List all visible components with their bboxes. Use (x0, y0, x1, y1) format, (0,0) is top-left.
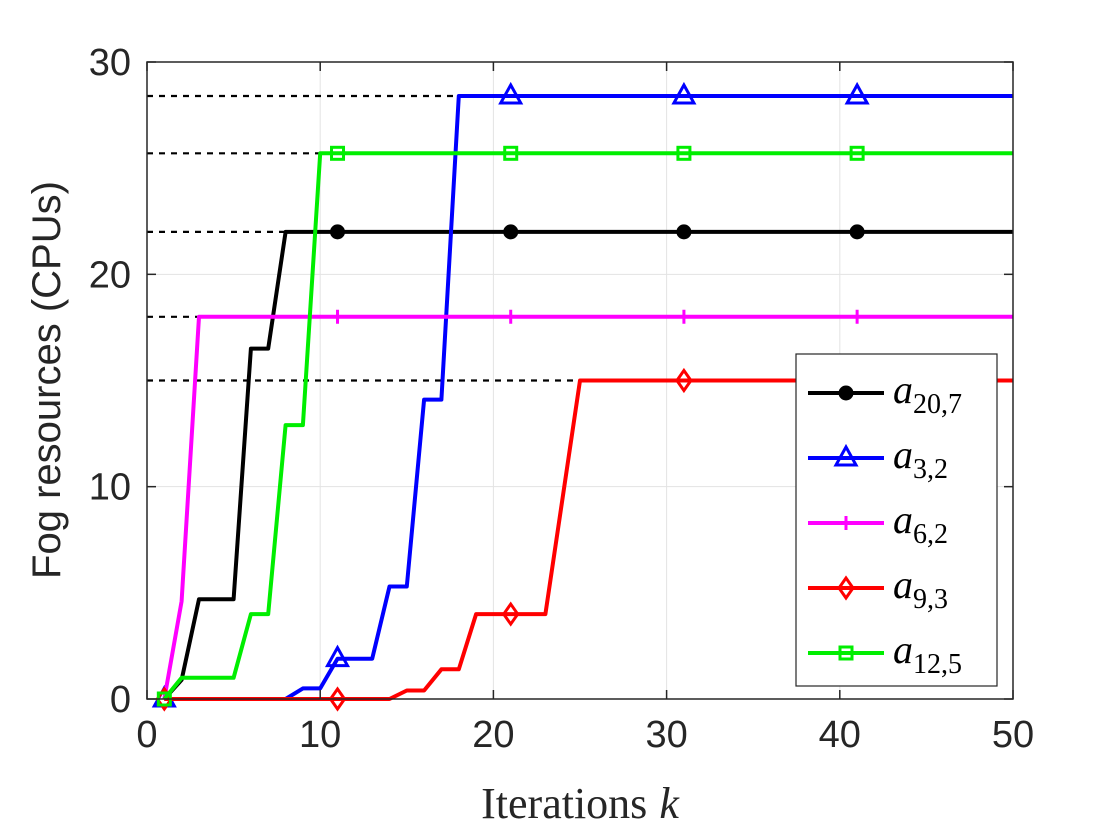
legend-label-variable: a (893, 497, 913, 542)
diamond-marker (675, 367, 693, 394)
circle-marker (676, 224, 692, 240)
circle-marker (330, 224, 346, 240)
diamond-marker (501, 601, 520, 627)
y-tick-label: 20 (89, 254, 131, 296)
plus-marker (850, 309, 865, 324)
series-20-7 (162, 224, 1013, 701)
legend-box (795, 353, 998, 687)
triangle-marker (833, 443, 859, 467)
series-layer (151, 81, 1013, 712)
axis-ticks (146, 61, 1014, 700)
x-tick-label: 50 (992, 714, 1034, 756)
legend-label-subscript: 9,3 (913, 584, 948, 615)
x-axis-label-text: Iterations (481, 779, 647, 828)
series-3-2 (151, 81, 1013, 708)
legend-entry: a20,7 (808, 367, 962, 420)
series-line (162, 151, 1013, 701)
triangle-marker (498, 81, 524, 105)
plus-marker (676, 309, 691, 324)
triangle-marker (324, 644, 351, 668)
diamond-marker (837, 575, 855, 601)
x-tick-label: 30 (645, 714, 687, 756)
plus-marker (839, 516, 853, 530)
circle-marker (838, 385, 854, 401)
circle-marker (503, 224, 519, 240)
legend-label-subscript: 3,2 (913, 454, 948, 485)
x-tick-label: 0 (136, 714, 157, 756)
legend-label: a9,3 (893, 562, 948, 615)
plus-marker (503, 309, 518, 324)
series-12-5 (156, 145, 1013, 707)
legend-label: a20,7 (893, 367, 962, 420)
legend-label-variable: a (893, 367, 913, 412)
square-marker (676, 145, 692, 161)
plot-area-border (146, 61, 1014, 700)
legend-label-variable: a (893, 432, 913, 477)
y-axis-label: Fog resources (CPUs) (25, 181, 69, 579)
series-line (164, 378, 1013, 701)
y-tick-label: 10 (89, 467, 131, 509)
series-6-2 (162, 309, 1013, 700)
square-marker (503, 145, 519, 161)
x-tick-label: 10 (299, 714, 341, 756)
y-tick-label: 0 (110, 679, 131, 721)
x-axis-label-variable: k (659, 779, 680, 828)
square-marker (849, 145, 865, 161)
legend-entry: a6,2 (808, 497, 948, 550)
series-9-3 (155, 367, 1013, 712)
diamond-marker (328, 686, 347, 712)
triangle-marker (671, 81, 697, 105)
x-tick-label: 40 (819, 714, 861, 756)
legend-label: a6,2 (893, 497, 948, 550)
circle-marker (849, 224, 865, 240)
legend-entry: a12,5 (808, 627, 962, 680)
legend-label-variable: a (893, 562, 913, 607)
plus-marker (330, 309, 345, 324)
x-tick-label: 20 (472, 714, 514, 756)
tick-labels: 0 10 20 30 40 50 0 10 20 30 (89, 42, 1034, 756)
series-line (164, 94, 1013, 701)
square-marker (330, 145, 346, 161)
legend-label: a3,2 (893, 432, 948, 485)
y-tick-label: 30 (89, 42, 131, 84)
square-marker (838, 645, 854, 661)
series-line (162, 314, 1013, 700)
legend-entry: a9,3 (808, 562, 948, 615)
legend-entry: a3,2 (808, 432, 948, 485)
triangle-marker (844, 81, 870, 105)
x-axis-label: Iterations k (481, 779, 680, 828)
legend-label-subscript: 12,5 (913, 649, 962, 680)
legend-label-variable: a (893, 627, 913, 672)
legend-label-subscript: 6,2 (913, 519, 948, 550)
legend-label: a12,5 (893, 627, 962, 680)
legend-label-subscript: 20,7 (913, 389, 962, 420)
